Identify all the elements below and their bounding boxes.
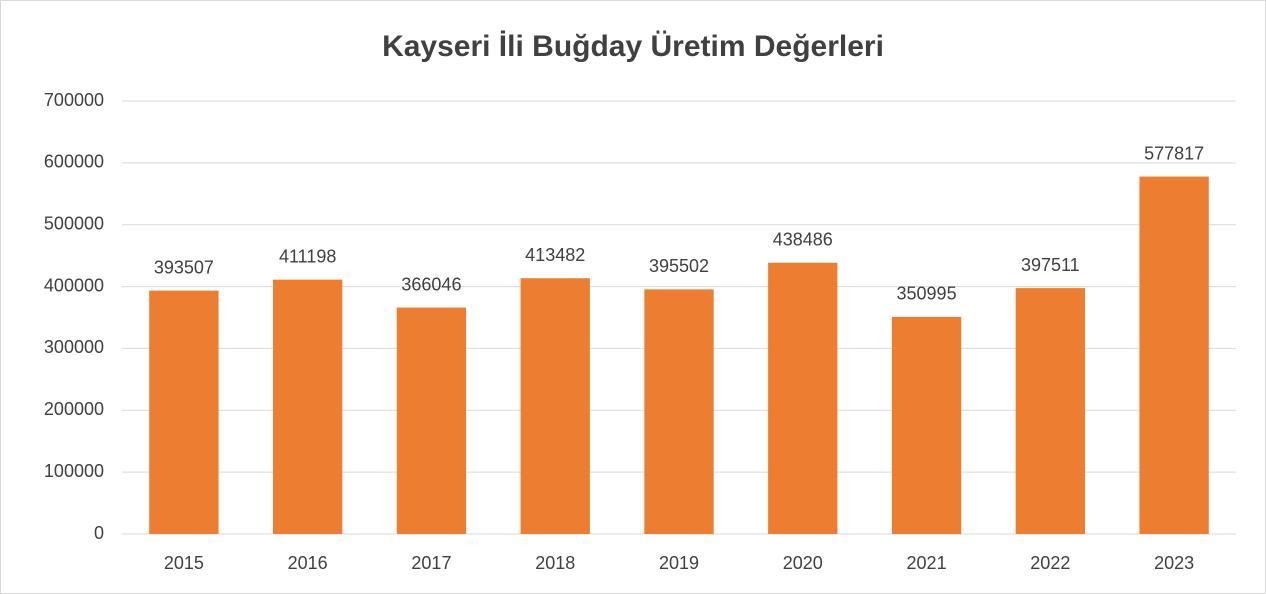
x-tick-label: 2021	[907, 553, 947, 573]
data-label: 577817	[1144, 143, 1204, 163]
x-tick-label: 2017	[411, 553, 451, 573]
bar	[1139, 176, 1209, 534]
bar	[396, 307, 467, 534]
data-label: 393507	[154, 257, 214, 277]
bar	[520, 278, 590, 534]
bar	[644, 289, 714, 534]
x-tick-label: 2020	[783, 553, 823, 573]
bar	[768, 262, 838, 534]
bar	[149, 290, 219, 534]
chart-title: Kayseri İli Buğday Üretim Değerleri	[382, 30, 884, 63]
y-tick-label: 200000	[44, 399, 104, 419]
x-tick-label: 2022	[1030, 553, 1070, 573]
data-label: 411198	[279, 246, 336, 266]
y-tick-label: 0	[94, 523, 104, 543]
y-tick-label: 500000	[44, 213, 104, 233]
y-tick-label: 600000	[44, 152, 104, 172]
x-tick-label: 2018	[535, 553, 575, 573]
bar	[1015, 288, 1085, 534]
data-label: 413482	[525, 245, 585, 265]
x-tick-label: 2016	[288, 553, 328, 573]
data-label: 350995	[897, 284, 957, 304]
bar	[273, 279, 343, 534]
y-tick-label: 100000	[44, 461, 104, 481]
x-tick-label: 2019	[659, 553, 699, 573]
data-label: 395502	[649, 256, 709, 276]
y-tick-label: 300000	[44, 337, 104, 357]
y-tick-label: 400000	[44, 275, 104, 295]
y-tick-label: 700000	[44, 90, 104, 110]
bar	[891, 316, 962, 534]
data-label: 438486	[773, 230, 833, 250]
data-label: 366046	[401, 274, 461, 294]
data-label: 397511	[1021, 255, 1080, 275]
x-tick-label: 2023	[1154, 553, 1194, 573]
x-tick-label: 2015	[164, 553, 204, 573]
